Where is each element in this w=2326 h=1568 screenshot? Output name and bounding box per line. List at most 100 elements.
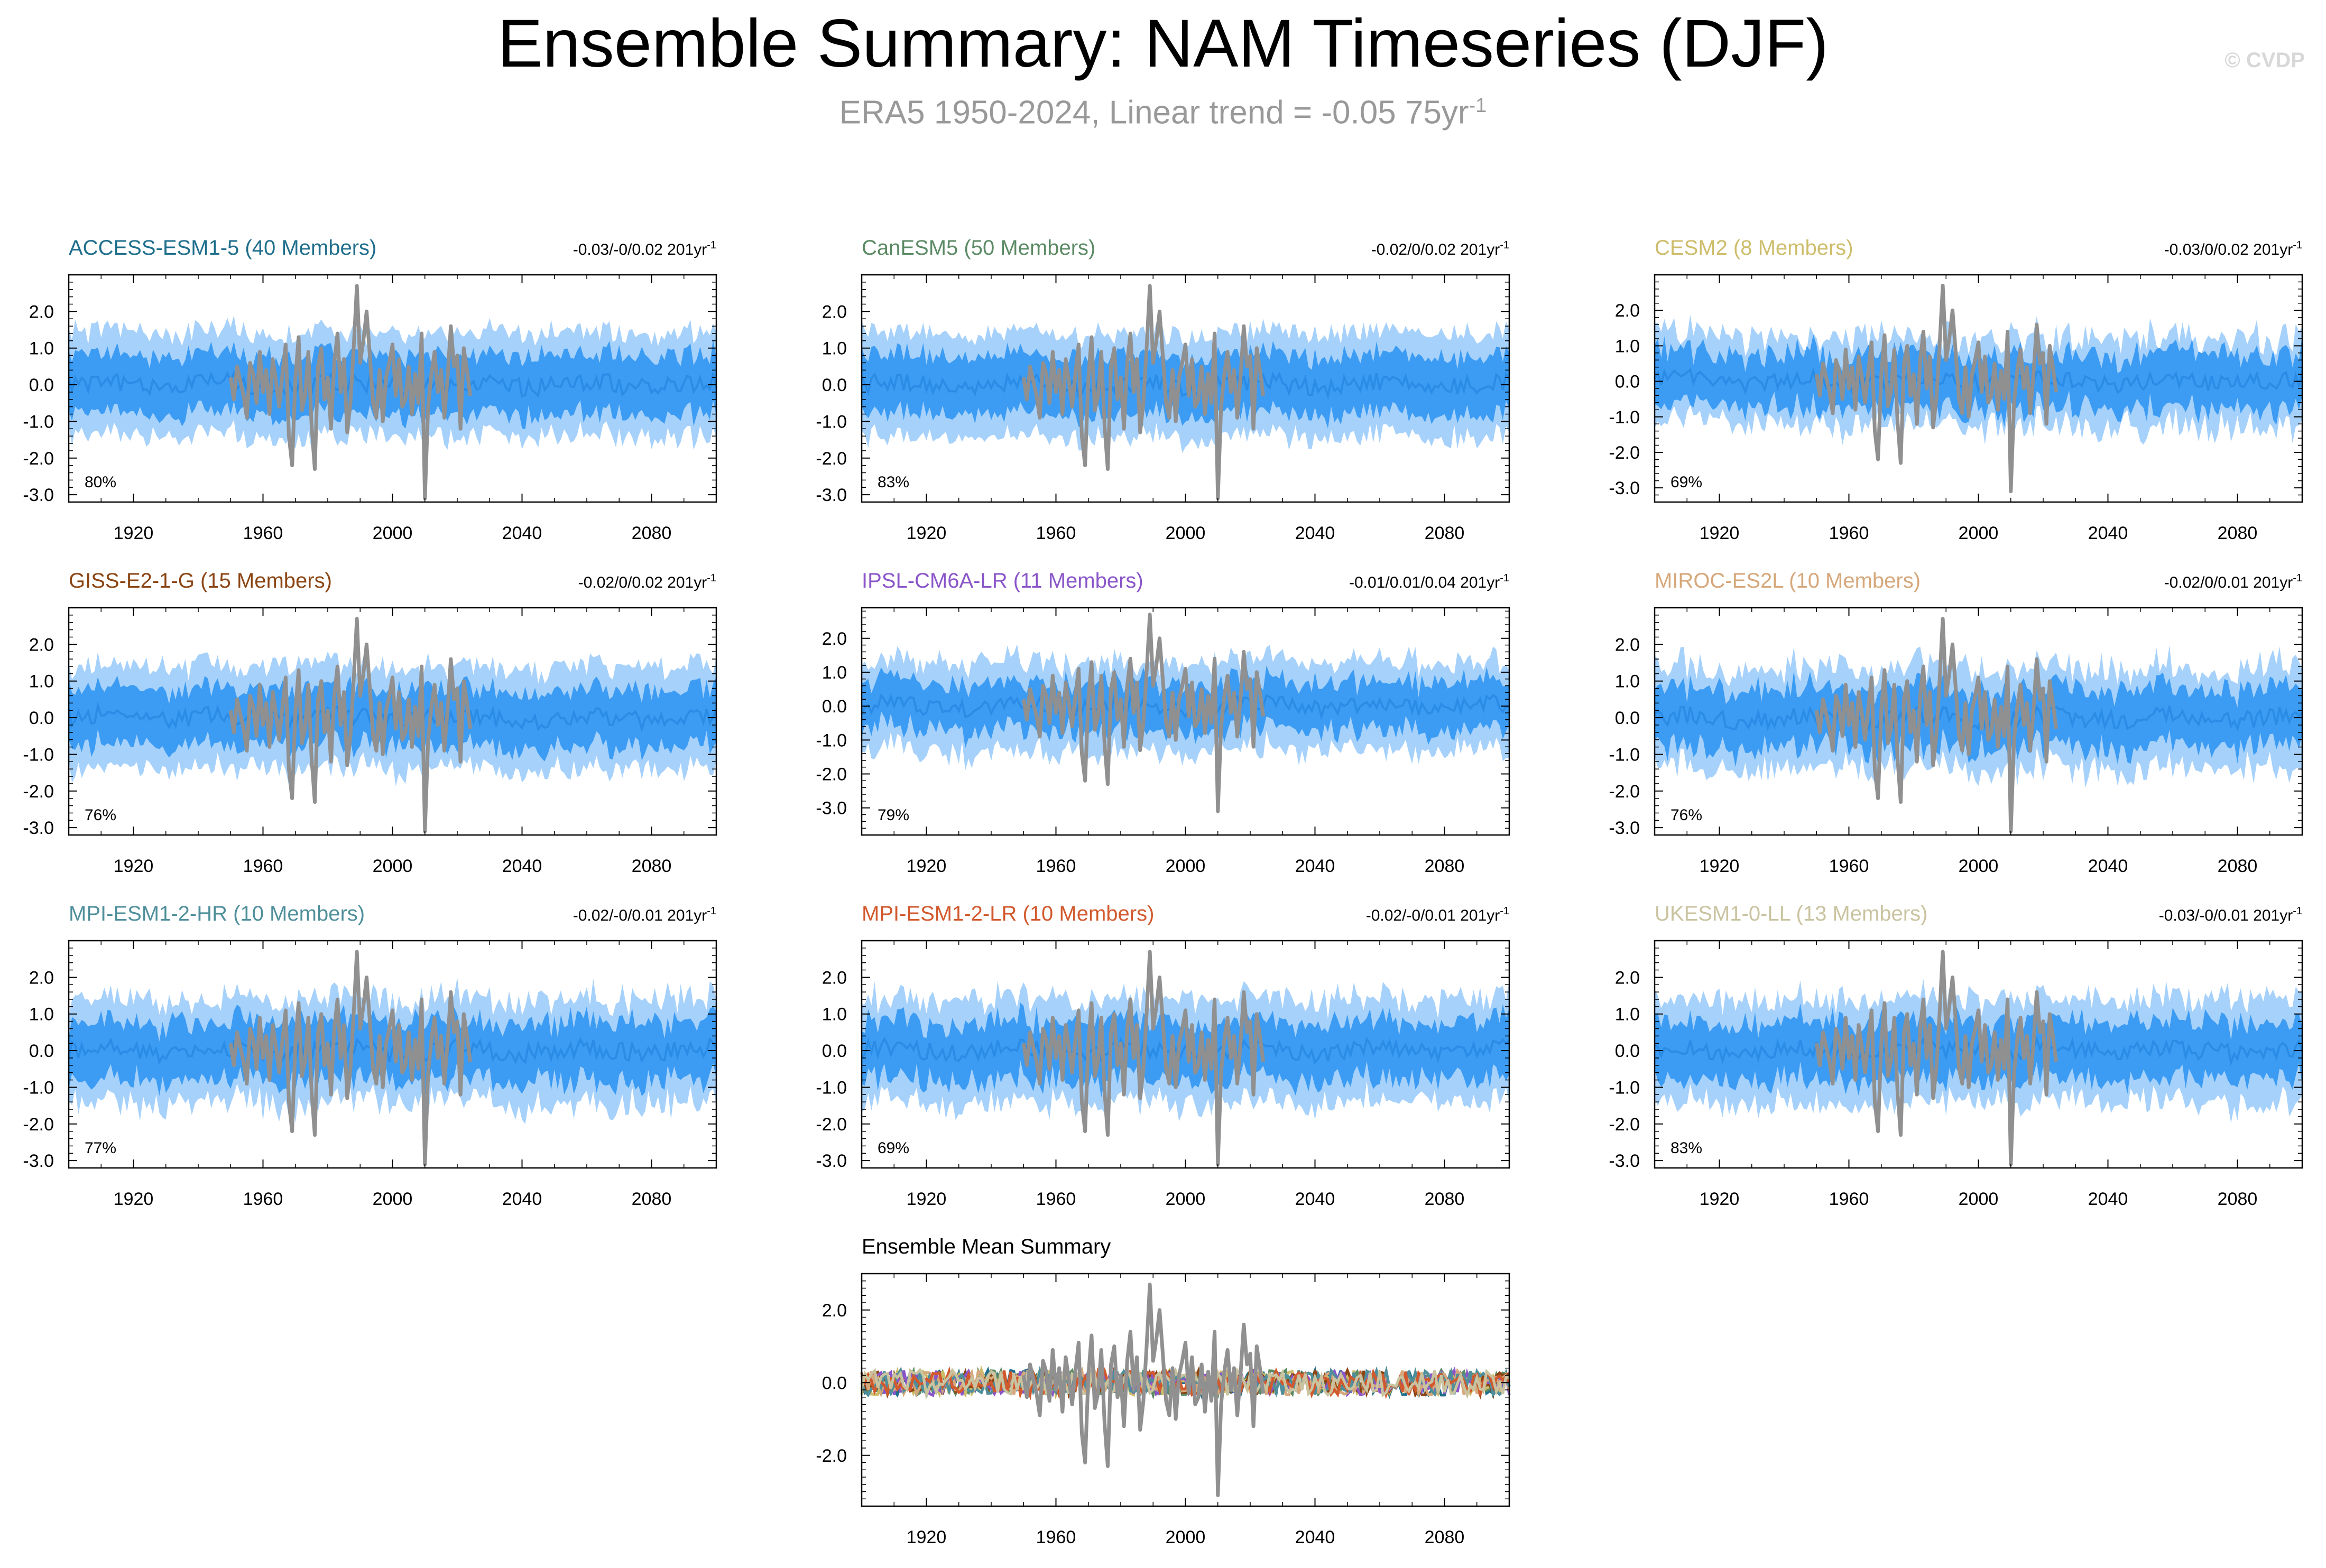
copyright-watermark: © CVDP xyxy=(2225,49,2305,72)
ensemble-mean-line xyxy=(861,1036,1510,1065)
panel-0: ACCESS-ESM1-5 (40 Members) -0.03/-0/0.02 … xyxy=(23,236,717,543)
x-tick-label: 1960 xyxy=(243,523,283,543)
inner-spread-band xyxy=(1655,334,2302,427)
y-tick-label: -3.0 xyxy=(23,818,54,838)
y-tick-label: -1.0 xyxy=(1609,1078,1640,1098)
x-tick-label: 1920 xyxy=(1700,523,1740,543)
x-tick-label: 1960 xyxy=(1036,523,1076,543)
ensemble-mean-line xyxy=(1654,1036,2303,1067)
panel-3: GISS-E2-1-G (15 Members) -0.02/0/0.02 201… xyxy=(23,569,717,876)
panel-title: CanESM5 (50 Members) xyxy=(862,236,1095,259)
y-tick-label: -1.0 xyxy=(816,730,847,750)
ensemble-mean-line xyxy=(861,370,1510,401)
ensemble-mean-line xyxy=(1654,704,2303,734)
panel-4: IPSL-CM6A-LR (11 Members) -0.01/0.01/0.04… xyxy=(816,569,1510,876)
x-tick-label: 1920 xyxy=(114,523,154,543)
x-tick-label: 1920 xyxy=(1700,856,1740,876)
y-tick-label: -3.0 xyxy=(1609,478,1640,498)
percent-label: 69% xyxy=(878,1139,909,1157)
x-tick-label: 2040 xyxy=(1295,1189,1335,1209)
x-tick-label: 2000 xyxy=(1166,856,1206,876)
y-tick-label: -2.0 xyxy=(816,1446,847,1466)
y-tick-label: -3.0 xyxy=(1609,1151,1640,1171)
y-tick-label: -3.0 xyxy=(816,799,847,819)
y-tick-label: -1.0 xyxy=(23,745,54,765)
observed-era5-line xyxy=(1814,283,2058,494)
panel-title: MIROC-ES2L (10 Members) xyxy=(1655,569,1921,592)
panel-2: CESM2 (8 Members) -0.03/0/0.02 201yr-1 2.0… xyxy=(1609,236,2303,543)
x-tick-label: 2040 xyxy=(502,856,542,876)
y-tick-label: -2.0 xyxy=(1609,782,1640,802)
y-tick-label: -2.0 xyxy=(23,782,54,802)
y-tick-label: 2.0 xyxy=(1615,301,1640,321)
y-tick-label: 2.0 xyxy=(29,968,54,988)
y-tick-label: -1.0 xyxy=(816,1078,847,1098)
y-tick-label: 0.0 xyxy=(29,375,54,395)
y-tick-label: 0.0 xyxy=(822,1373,847,1393)
x-tick-label: 2000 xyxy=(1166,1527,1206,1547)
panel-title: IPSL-CM6A-LR (11 Members) xyxy=(862,569,1143,592)
trend-superscript: -1 xyxy=(1500,239,1509,251)
x-tick-label: 1920 xyxy=(907,523,947,543)
observed-era5-line xyxy=(228,284,472,500)
panel-9: Ensemble Mean Summary 2.0 0.0 -2.0 1920 1960 2… xyxy=(816,1235,1511,1547)
trend-text: -0.01/0.01/0.04 201yr xyxy=(1349,574,1500,591)
x-tick-label: 2080 xyxy=(632,856,672,876)
x-tick-label: 2040 xyxy=(2088,523,2128,543)
inner-spread-band xyxy=(862,665,1509,748)
trend-label: -0.02/-0/0.01 201yr-1 xyxy=(573,905,716,924)
trend-label: -0.01/0.01/0.04 201yr-1 xyxy=(1349,572,1509,591)
y-tick-label: -2.0 xyxy=(23,449,54,469)
ensemble-mean-line xyxy=(861,693,1510,720)
y-tick-label: -2.0 xyxy=(1609,1115,1640,1135)
panel-title: MPI-ESM1-2-HR (10 Members) xyxy=(69,902,365,925)
trend-label: -0.03/-0/0.02 201yr-1 xyxy=(573,239,716,258)
y-tick-label: -2.0 xyxy=(816,764,847,784)
panel-title: Ensemble Mean Summary xyxy=(862,1235,1111,1258)
y-tick-label: -2.0 xyxy=(816,1115,847,1135)
trend-label: -0.02/0/0.01 201yr-1 xyxy=(2164,572,2302,591)
trend-superscript: -1 xyxy=(2293,239,2302,251)
y-tick-label: -1.0 xyxy=(23,412,54,432)
observed-era5-line xyxy=(1814,617,2058,833)
inner-spread-band xyxy=(862,341,1509,429)
y-tick-label: 0.0 xyxy=(822,375,847,395)
y-tick-label: -3.0 xyxy=(816,485,847,505)
y-tick-label: 2.0 xyxy=(822,629,847,649)
y-tick-label: 1.0 xyxy=(822,663,847,683)
x-tick-label: 2040 xyxy=(502,523,542,543)
x-tick-label: 1960 xyxy=(1829,856,1869,876)
x-tick-label: 2000 xyxy=(373,856,413,876)
y-tick-label: 2.0 xyxy=(822,1301,847,1321)
y-tick-label: 0.0 xyxy=(1615,1041,1640,1061)
panel-title: ACCESS-ESM1-5 (40 Members) xyxy=(69,236,376,259)
y-tick-label: -2.0 xyxy=(1609,443,1640,463)
y-tick-label: 2.0 xyxy=(822,968,847,988)
observed-era5-line xyxy=(1021,950,1265,1166)
observed-era5-line xyxy=(1021,613,1265,813)
trend-text: -0.02/-0/0.01 201yr xyxy=(573,907,707,924)
x-tick-label: 2040 xyxy=(1295,1527,1335,1547)
y-tick-label: 1.0 xyxy=(29,672,54,692)
x-tick-label: 2000 xyxy=(1959,1189,1999,1209)
trend-text: -0.02/-0/0.01 201yr xyxy=(1366,907,1500,924)
y-tick-label: 0.0 xyxy=(1615,372,1640,392)
x-tick-label: 2040 xyxy=(502,1189,542,1209)
y-tick-label: 1.0 xyxy=(29,339,54,359)
percent-label: 80% xyxy=(85,474,116,491)
x-tick-label: 2080 xyxy=(1425,856,1465,876)
y-tick-label: 1.0 xyxy=(822,339,847,359)
x-tick-label: 1920 xyxy=(114,856,154,876)
subtitle-superscript: -1 xyxy=(1469,95,1487,117)
y-tick-label: 1.0 xyxy=(1615,1005,1640,1025)
trend-superscript: -1 xyxy=(1500,905,1509,917)
x-tick-label: 2080 xyxy=(2218,523,2258,543)
y-tick-label: -2.0 xyxy=(816,449,847,469)
trend-label: -0.02/0/0.02 201yr-1 xyxy=(1371,239,1509,258)
y-tick-label: -3.0 xyxy=(23,485,54,505)
y-tick-label: 0.0 xyxy=(822,697,847,717)
ensemble-mean-line xyxy=(1654,367,2303,395)
inner-spread-band xyxy=(1655,670,2302,767)
y-tick-label: 0.0 xyxy=(822,1041,847,1061)
